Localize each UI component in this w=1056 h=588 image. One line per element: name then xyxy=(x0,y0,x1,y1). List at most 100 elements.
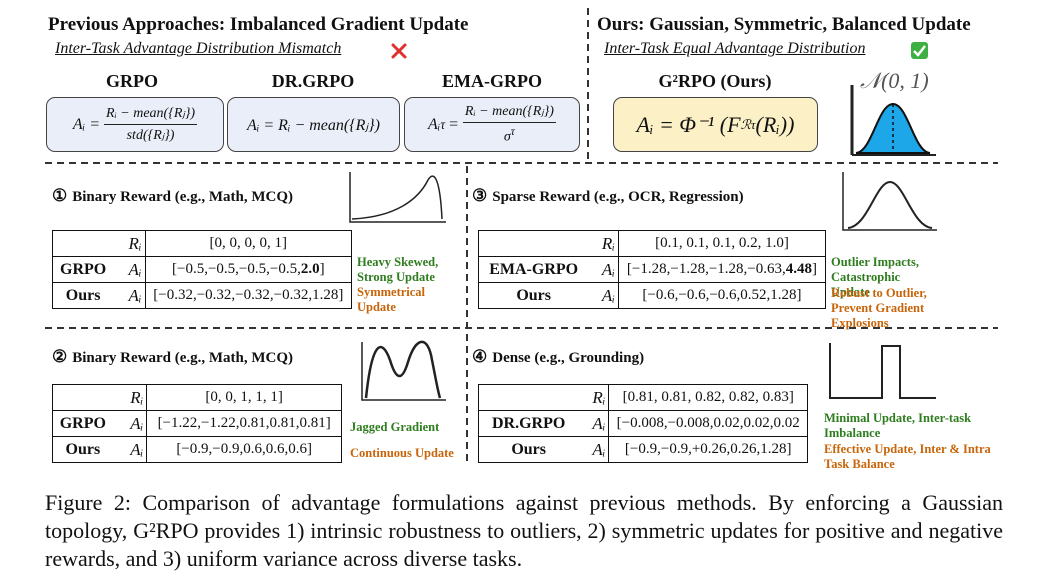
table-row: GRPO Aᵢ [−1.22,−1.22,0.81,0.81,0.81] xyxy=(51,410,342,437)
symbol-cell: Aᵢ xyxy=(578,410,610,437)
method-name: EMA-GRPO xyxy=(489,260,579,278)
method-name: DR.GRPO xyxy=(271,71,355,91)
symbol-cell: Rᵢ xyxy=(588,230,619,257)
formula-start: Aᵢ = Φ⁻¹ (F xyxy=(636,111,741,137)
panel-title: ③ Sparse Reward (e.g., OCR, Regression) xyxy=(472,186,744,206)
value-cell: [−0.9,−0.9,+0.26,0.26,1.28] xyxy=(608,436,808,463)
table-row: Rᵢ [0.1, 0.1, 0.1, 0.2, 1.0] xyxy=(478,230,827,257)
value-text: [−0.5,−0.5,−0.5,−0.5, xyxy=(172,261,301,277)
value-text: [0, 0, 0, 0, 1] xyxy=(209,235,288,251)
panel-marker: ① xyxy=(52,186,68,205)
value-cell: [0.81, 0.81, 0.82, 0.82, 0.83] xyxy=(608,384,808,411)
value-emphasis: 2.0 xyxy=(300,261,320,277)
method-cell xyxy=(51,384,113,411)
annotation: Outlier Impacts, Catastrophic Update xyxy=(831,255,919,299)
value-text: [−0.008,−0.008,0.02,0.02,0.02 xyxy=(616,415,800,431)
table-row: Ours Aᵢ [−0.32,−0.32,−0.32,−0.32,1.28] xyxy=(52,282,353,309)
method-cell: EMA-GRPO xyxy=(478,256,589,283)
panel-title: ① Binary Reward (e.g., Math, MCQ) xyxy=(52,186,293,206)
result-table: Rᵢ [0, 0, 1, 1, 1] GRPO Aᵢ [−1.22,−1.22,0.81… xyxy=(51,384,342,463)
value-text: [0.81, 0.81, 0.82, 0.82, 0.83] xyxy=(622,389,794,405)
formula-box: Aᵢ = Rᵢ − mean({Rⱼ}) xyxy=(227,97,400,152)
value-emphasis: 4.48 xyxy=(785,261,813,277)
panel-marker: ④ xyxy=(472,347,488,366)
table-row: DR.GRPO Aᵢ [−0.008,−0.008,0.02,0.02,0.02 xyxy=(478,410,808,437)
value-text: [−0.9,−0.9,+0.26,0.26,1.28] xyxy=(624,441,792,457)
formula: Aᵢ = Rᵢ − mean({Rⱼ}) xyxy=(247,116,380,134)
symbol-cell: Aᵢ xyxy=(578,436,610,463)
method-cell xyxy=(478,230,589,257)
annotation: Continuous Update xyxy=(350,446,454,460)
annotation: Jagged Gradient xyxy=(350,420,440,434)
symbol-cell: Aᵢ xyxy=(113,282,146,309)
method-name: GRPO xyxy=(106,71,158,91)
method-name: G²RPO (Ours) xyxy=(658,71,772,91)
symbol-cell: Aᵢ xyxy=(112,410,148,437)
numerator: Rᵢ − mean({Rⱼ}) xyxy=(104,105,198,125)
value-cell: [−0.5,−0.5,−0.5,−0.5,2.0] xyxy=(144,256,353,283)
panel-title-text: Binary Reward (e.g., Math, MCQ) xyxy=(72,189,294,205)
formula-lhs: Aᵢ xyxy=(428,115,441,133)
value-cell: [−1.28,−1.28,−1.28,−0.63,4.48] xyxy=(617,256,827,283)
annotation: Minimal Update, Inter-task Imbalance xyxy=(824,411,972,440)
table-row: Rᵢ [0.81, 0.81, 0.82, 0.82, 0.83] xyxy=(478,384,808,411)
denominator: στ xyxy=(504,123,515,146)
fraction: Rᵢ − mean({Rⱼ}) στ xyxy=(462,103,556,146)
symbol-cell: Aᵢ xyxy=(112,436,148,463)
method-name: GRPO xyxy=(59,414,106,432)
result-table: Rᵢ [0, 0, 0, 0, 1] GRPO Aᵢ [−0.5,−0.5,−0.5,−… xyxy=(52,230,353,309)
value-cell: [0, 0, 1, 1, 1] xyxy=(146,384,342,411)
value-cell: [0.1, 0.1, 0.1, 0.2, 1.0] xyxy=(617,230,827,257)
panel-title-text: Binary Reward (e.g., Math, MCQ) xyxy=(72,350,294,366)
section-subtitle: Inter-Task Equal Advantage Distribution xyxy=(604,40,866,57)
value-text: [0, 0, 1, 1, 1] xyxy=(205,389,283,405)
value-cell: [0, 0, 0, 0, 1] xyxy=(144,230,353,257)
value-cell: [−0.008,−0.008,0.02,0.02,0.02 xyxy=(608,410,808,437)
table-row: Rᵢ [0, 0, 1, 1, 1] xyxy=(51,384,342,411)
fraction: Rᵢ − mean({Rⱼ}) std({Rⱼ}) xyxy=(104,105,198,144)
formula-box: Aᵢ = Φ⁻¹ (F ℛτ (Rᵢ)) xyxy=(613,97,818,152)
method-cell xyxy=(478,384,579,411)
section-title: Ours: Gaussian, Symmetric, Balanced Upda… xyxy=(597,14,971,35)
value-cell: [−0.32,−0.32,−0.32,−0.32,1.28] xyxy=(144,282,353,309)
method-cell: Ours xyxy=(52,282,114,309)
table-row: Ours Aᵢ [−0.6,−0.6,−0.6,0.52,1.28] xyxy=(478,282,827,309)
panel-title: ④ Dense (e.g., Grounding) xyxy=(472,347,644,367)
method-name: EMA-GRPO xyxy=(442,71,542,91)
method-name: DR.GRPO xyxy=(492,414,566,432)
value-cell: [−0.9,−0.9,0.6,0.6,0.6] xyxy=(146,436,342,463)
method-cell xyxy=(52,230,114,257)
symbol-cell: Aᵢ xyxy=(113,256,146,283)
value-close: ] xyxy=(812,261,818,277)
method-cell: GRPO xyxy=(52,256,114,283)
method-name: Ours xyxy=(511,440,546,458)
method-cell: Ours xyxy=(478,436,579,463)
denominator-sup: τ xyxy=(510,125,515,139)
panel-marker: ② xyxy=(52,347,68,366)
symbol-cell: Aᵢ xyxy=(588,282,619,309)
value-text: [−1.22,−1.22,0.81,0.81,0.81] xyxy=(157,415,331,431)
section-title: Previous Approaches: Imbalanced Gradient… xyxy=(48,14,469,35)
method-cell: Ours xyxy=(51,436,113,463)
method-name: Ours xyxy=(516,286,551,304)
denominator-base: σ xyxy=(503,129,511,145)
value-cell: [−0.6,−0.6,−0.6,0.52,1.28] xyxy=(617,282,827,309)
value-text: [−0.32,−0.32,−0.32,−0.32,1.28] xyxy=(153,287,344,303)
formula-sup: τ xyxy=(440,116,446,132)
formula-sub: ℛτ xyxy=(740,116,756,132)
annotation: Symmetrical Update xyxy=(357,285,426,314)
table-row: Ours Aᵢ [−0.9,−0.9,+0.26,0.26,1.28] xyxy=(478,436,808,463)
formula-eq: = xyxy=(448,115,459,133)
numerator: Rᵢ − mean({Rⱼ}) xyxy=(462,103,556,124)
formula-lhs: Aᵢ = xyxy=(72,115,101,133)
method-name: GRPO xyxy=(60,260,107,278)
symbol-cell: Rᵢ xyxy=(112,384,148,411)
method-name: Ours xyxy=(65,440,101,458)
panel-title: ② Binary Reward (e.g., Math, MCQ) xyxy=(52,347,293,367)
table-row: EMA-GRPO Aᵢ [−1.28,−1.28,−1.28,−0.63,4.48] xyxy=(478,256,827,283)
result-table: Rᵢ [0.81, 0.81, 0.82, 0.82, 0.83] DR.GRPO A… xyxy=(478,384,808,463)
panel-title-text: Sparse Reward (e.g., OCR, Regression) xyxy=(492,189,744,205)
method-cell: DR.GRPO xyxy=(478,410,579,437)
